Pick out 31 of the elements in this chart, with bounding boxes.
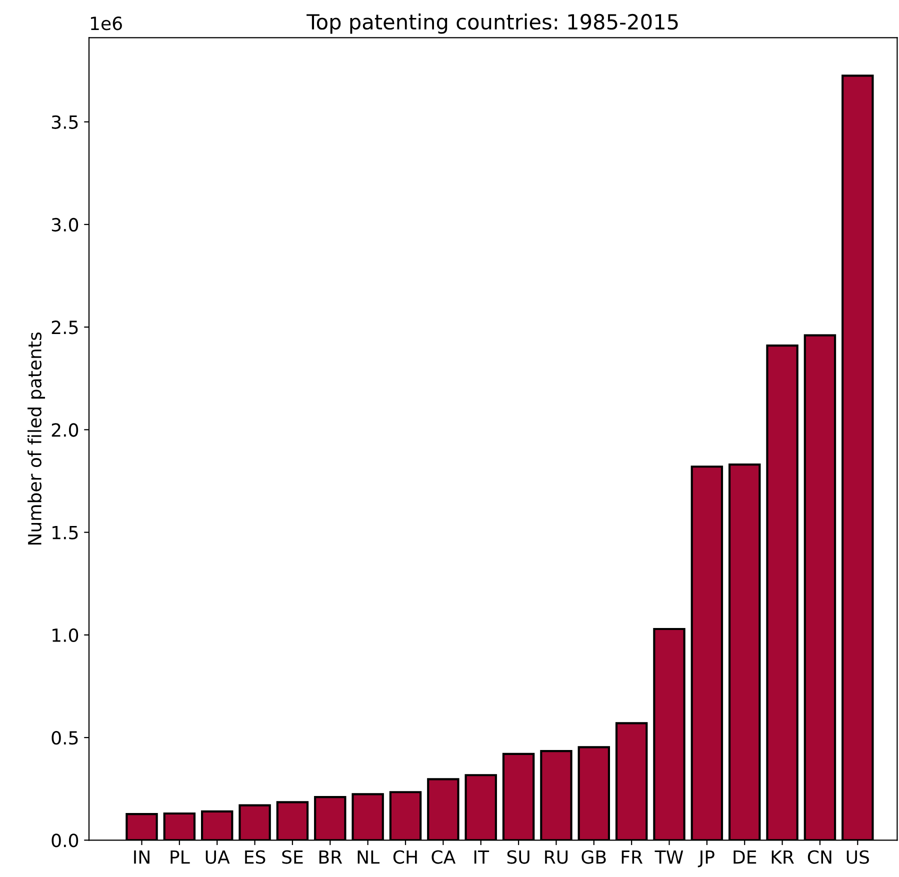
- y-tick-label: 0.0: [52, 834, 78, 848]
- y-tick-label: 2.5: [52, 320, 78, 334]
- x-tick-label: CN: [808, 850, 832, 864]
- x-tick-label: JP: [698, 850, 714, 868]
- x-tick-label: KR: [772, 850, 794, 864]
- x-tick-label: GB: [582, 850, 606, 864]
- x-tick-label: ES: [245, 850, 266, 864]
- x-tick-label: SU: [507, 850, 530, 864]
- y-tick-label: 3.5: [52, 115, 78, 129]
- x-tick-label: NL: [358, 850, 380, 864]
- y-tick-label: 2.0: [52, 423, 78, 437]
- y-tick-label: 1.5: [52, 526, 78, 540]
- x-tick-label: BR: [319, 850, 342, 864]
- y-axis-title: Number of filed patents: [28, 332, 46, 545]
- x-tick-label: IT: [474, 850, 490, 864]
- x-tick-label: DE: [734, 850, 756, 864]
- y-tick-label: 0.5: [52, 731, 78, 745]
- x-tick-label: SE: [282, 850, 303, 864]
- y-tick-label: 3.0: [52, 218, 78, 232]
- x-tick-label: CA: [432, 850, 456, 864]
- x-tick-label: IN: [134, 850, 150, 864]
- x-tick-label: FR: [622, 850, 643, 864]
- x-tick-label: RU: [545, 850, 568, 864]
- text: 1e6: [90, 16, 122, 30]
- x-tick-label: PL: [170, 850, 190, 864]
- x-tick-label: TW: [654, 850, 684, 864]
- y-tick-label: 1.0: [52, 628, 78, 642]
- x-tick-label: CH: [393, 850, 417, 864]
- chart-title: Top patenting countries: 1985-2015: [306, 14, 678, 34]
- x-tick-label: US: [846, 850, 869, 864]
- x-tick-label: UA: [206, 850, 230, 864]
